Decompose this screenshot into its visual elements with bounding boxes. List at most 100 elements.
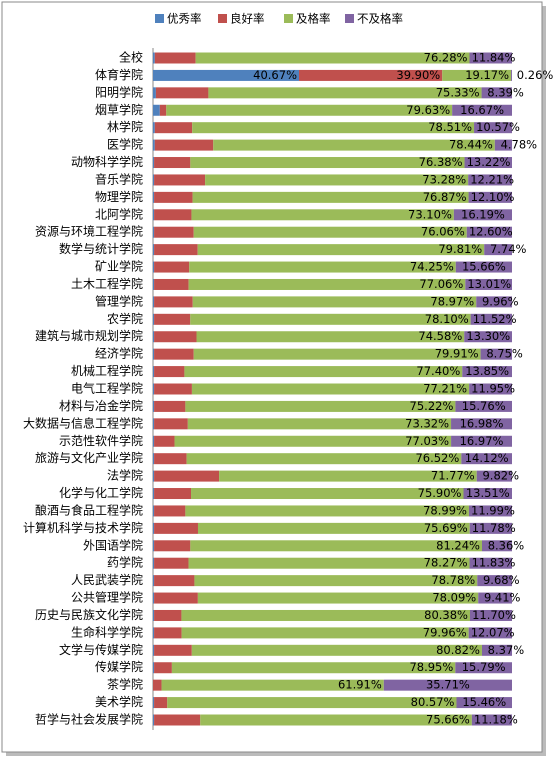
data-label: 76.87%: [423, 190, 467, 204]
data-label: 8.37%: [488, 643, 525, 657]
data-label: 79.63%: [406, 103, 450, 117]
category-label: 机械工程学院: [71, 363, 143, 378]
bar-segment: [477, 575, 512, 587]
bar-segment: [194, 575, 478, 587]
bar-segment: [154, 627, 182, 639]
bar-segment: [442, 69, 512, 81]
bar-segment: [153, 296, 155, 308]
category-label: 体育学院: [95, 67, 143, 82]
bar-segment: [154, 278, 189, 290]
bar-segment: [476, 296, 512, 308]
bar-segment: [453, 209, 512, 221]
bar-segment: [154, 157, 191, 169]
category-label: 全校: [119, 50, 143, 65]
data-label: 75.66%: [426, 713, 470, 727]
category-label: 物理学院: [95, 189, 143, 204]
legend-swatch: [345, 14, 354, 23]
data-label: 73.28%: [422, 172, 466, 186]
bar-segment: [154, 261, 190, 273]
bar-segment: [154, 296, 193, 308]
bar-segment: [474, 122, 512, 134]
bar-segment: [468, 505, 512, 517]
bar-segment: [470, 313, 512, 325]
bar-segment: [187, 418, 452, 430]
data-label: 80.82%: [436, 643, 480, 657]
bar-segment: [153, 697, 155, 709]
legend-label: 优秀率: [167, 12, 202, 26]
bar-segment: [154, 488, 192, 500]
bar-segment: [153, 157, 155, 169]
data-label: 9.68%: [483, 573, 520, 587]
bar-segment: [153, 52, 155, 64]
bar-segment: [181, 609, 470, 621]
data-label: 77.21%: [423, 382, 467, 396]
bar-segment: [153, 261, 155, 273]
bar-segment: [153, 592, 155, 604]
category-label: 传媒学院: [95, 659, 143, 674]
category-label: 文学与传媒学院: [59, 642, 143, 657]
bar-segment: [161, 679, 384, 691]
bar-segment: [481, 87, 512, 99]
bar-segment: [153, 139, 155, 151]
data-label: 11.52%: [473, 312, 517, 326]
category-label: 茶学院: [107, 677, 143, 692]
data-label: 4.78%: [501, 138, 538, 152]
bar-segment: [452, 104, 512, 116]
bar-segment: [480, 348, 512, 360]
category-label: 法学院: [107, 468, 143, 483]
bar-segment: [213, 139, 495, 151]
data-label: 13.22%: [467, 155, 511, 169]
data-label: 11.70%: [472, 608, 516, 622]
data-label: 14.12%: [465, 451, 509, 465]
data-label: 16.67%: [460, 103, 504, 117]
data-label: 16.19%: [461, 207, 505, 221]
bar-segment: [153, 331, 155, 343]
category-label: 音乐学院: [95, 171, 143, 186]
bar-segment: [154, 609, 182, 621]
bar-segment: [185, 505, 469, 517]
bar-segment: [476, 470, 512, 482]
category-label: 电气工程学院: [71, 381, 143, 396]
bar-segment: [159, 104, 167, 116]
data-label: 11.18%: [474, 713, 518, 727]
bar-segment: [188, 557, 470, 569]
bar-segment: [153, 191, 155, 203]
data-label: 12.10%: [471, 190, 515, 204]
bar-segment: [154, 540, 191, 552]
bar-segment: [153, 627, 155, 639]
bar-segment: [154, 313, 191, 325]
bar-segment: [193, 226, 467, 238]
data-label: 13.51%: [466, 486, 510, 500]
bar-segment: [154, 592, 198, 604]
data-label: 12.60%: [469, 225, 513, 239]
data-label: 39.90%: [396, 68, 440, 82]
bar-segment: [154, 435, 175, 447]
bar-segment: [153, 522, 155, 534]
data-label: 40.67%: [253, 68, 297, 82]
bar-segment: [190, 540, 482, 552]
bar-segment: [153, 226, 155, 238]
bar-segment: [153, 366, 155, 378]
category-label: 医学院: [107, 137, 143, 152]
data-label: 81.24%: [436, 538, 480, 552]
bar-segment: [191, 644, 482, 656]
data-label: 10.57%: [476, 120, 520, 134]
bar-segment: [154, 139, 214, 151]
legend-swatch: [284, 14, 293, 23]
category-label: 管理学院: [95, 293, 143, 308]
bar-segment: [455, 261, 512, 273]
legend-label: 良好率: [230, 12, 265, 26]
bar-segment: [154, 662, 172, 674]
bar-segment: [197, 592, 479, 604]
bar-segment: [154, 174, 206, 186]
data-label: 79.81%: [438, 242, 482, 256]
bar-segment: [154, 226, 194, 238]
data-label: 15.66%: [462, 260, 506, 274]
category-label: 美术学院: [95, 694, 143, 709]
data-label: 16.97%: [460, 434, 504, 448]
bar-segment: [462, 366, 512, 378]
bar-segment: [468, 627, 512, 639]
data-label: 11.84%: [472, 51, 516, 65]
data-label: 15.46%: [462, 695, 506, 709]
bar-segment: [153, 609, 155, 621]
